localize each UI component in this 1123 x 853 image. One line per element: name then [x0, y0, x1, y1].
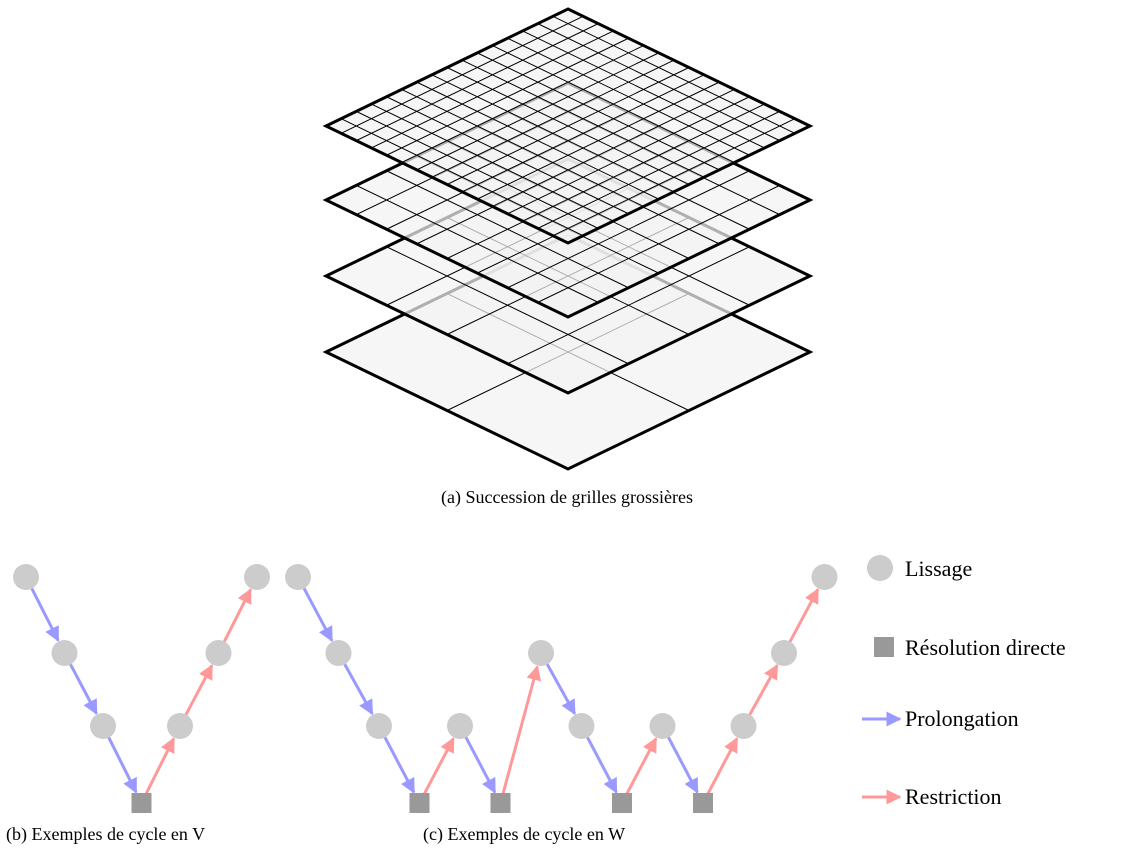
prolongation-arrow [541, 655, 577, 716]
direct-solve-node [693, 793, 713, 813]
prolongation-arrow [460, 728, 497, 794]
caption-w-cycle: (c) Exemples de cycle en W [423, 824, 625, 845]
prolongation-arrow [298, 579, 334, 642]
smoothing-node [568, 713, 595, 739]
smoothing-node [730, 713, 757, 739]
grid-line [356, 184, 599, 303]
smoothing-node [285, 564, 311, 590]
grid-line [416, 81, 659, 200]
grid-line [431, 74, 675, 193]
grid-line [356, 110, 599, 229]
grid-line [386, 96, 629, 215]
prolongation-arrow [582, 728, 618, 794]
legend-label-direct-solve: Résolution directe [905, 635, 1066, 660]
smoothing-node [13, 564, 39, 590]
restriction-arrow [180, 664, 214, 724]
restriction-arrow [501, 665, 542, 794]
prolongation-arrow [26, 579, 60, 642]
grid-line [537, 184, 780, 303]
direct-solve-node [131, 793, 152, 813]
smoothing-node-icon [867, 555, 893, 581]
prolongation-arrow [663, 728, 699, 794]
legend-label-prolongation: Prolongation [905, 706, 1019, 731]
grid-line [507, 170, 750, 289]
grid-line [507, 96, 750, 215]
legend-item-prolongation: Prolongation [862, 706, 1019, 731]
restriction-arrow [144, 737, 176, 795]
grid-line [446, 67, 690, 185]
grid-line [522, 103, 765, 222]
smoothing-node [325, 640, 352, 666]
grid-line [507, 246, 750, 365]
legend-label-restriction: Restriction [905, 784, 1002, 809]
smoothing-node [244, 564, 270, 590]
restriction-arrow [625, 737, 658, 795]
grid-line [477, 81, 720, 200]
restriction-arrow [744, 663, 779, 724]
grid-stack [322, 7, 814, 471]
legend-item-direct-solve: Résolution directe [874, 635, 1066, 660]
smoothing-node [90, 713, 116, 739]
grid-line [340, 118, 584, 237]
grid-line [386, 170, 629, 289]
direct-solve-node-icon [874, 637, 894, 657]
grid-line [386, 246, 629, 365]
restriction-arrow [784, 588, 820, 651]
grid-line [492, 88, 735, 207]
restriction-arrow [422, 737, 455, 795]
direct-solve-node [612, 793, 632, 813]
legend-label-smoothing: Lissage [905, 556, 972, 581]
grid-line [401, 88, 644, 207]
direct-solve-node [409, 793, 430, 813]
smoothing-node [447, 713, 473, 739]
prolongation-arrow [65, 655, 98, 715]
smoothing-node [528, 640, 554, 666]
grid-line [371, 103, 614, 222]
grid-level-4 [322, 7, 814, 245]
restriction-arrow [218, 588, 253, 651]
w-cycle-diagram [285, 564, 838, 813]
prolongation-arrow [339, 655, 374, 716]
grid-line [461, 74, 705, 193]
smoothing-node [366, 713, 392, 739]
smoothing-node [205, 640, 232, 666]
smoothing-node [649, 713, 676, 739]
caption-v-cycle: (b) Exemples de cycle en V [6, 824, 205, 845]
prolongation-arrow [103, 728, 138, 794]
grid-border [322, 7, 814, 245]
caption-grid-succession: (a) Succession de grilles grossières [441, 487, 693, 508]
legend: Lissage Résolution directe Prolongation … [862, 555, 1066, 809]
legend-item-restriction: Restriction [862, 784, 1002, 809]
restriction-arrow [706, 737, 739, 795]
direct-solve-node [490, 793, 511, 813]
prolongation-arrow [379, 728, 416, 794]
smoothing-node [811, 564, 838, 590]
smoothing-node [167, 713, 193, 739]
smoothing-node [51, 640, 78, 666]
legend-item-smoothing: Lissage [867, 555, 972, 581]
grid-line [537, 110, 780, 229]
v-cycle-diagram [13, 564, 270, 813]
smoothing-node [771, 640, 797, 666]
grid-line [552, 118, 796, 237]
